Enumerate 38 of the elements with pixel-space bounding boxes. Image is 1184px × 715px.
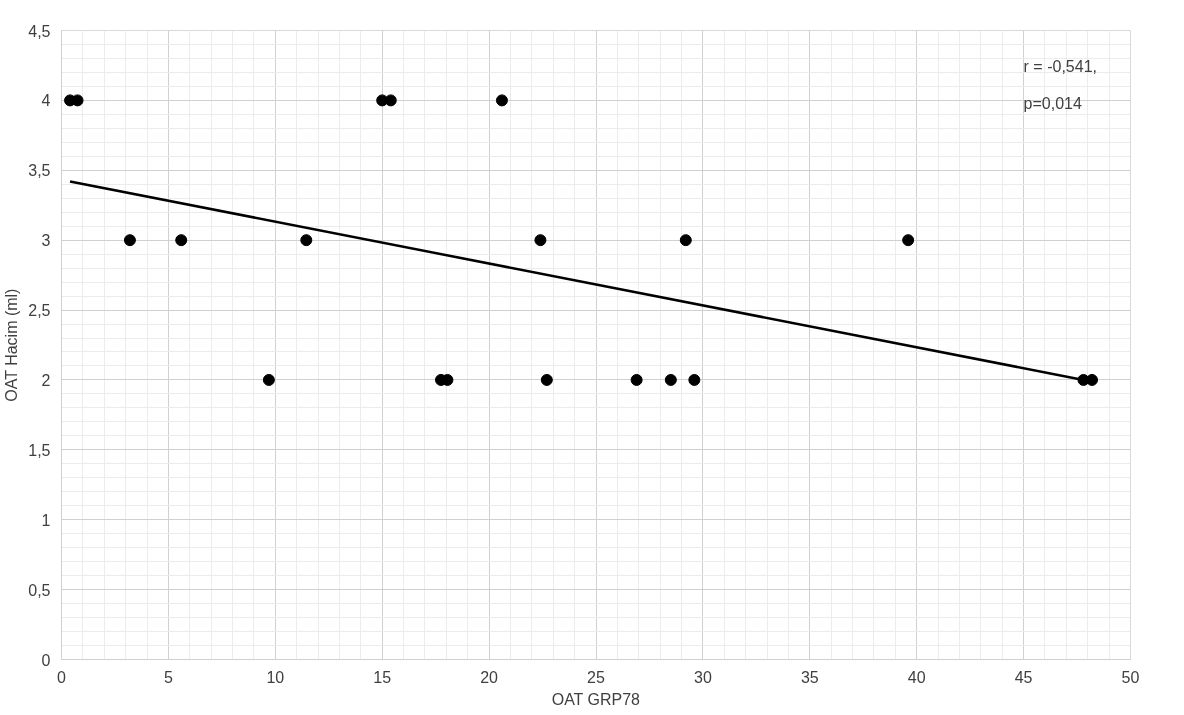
point <box>262 373 275 386</box>
y-tick-label: 2 <box>41 371 51 389</box>
x-tick-label: 10 <box>266 668 285 686</box>
y-tick-label: 4 <box>41 92 51 110</box>
x-tick-label: 0 <box>57 668 67 686</box>
point <box>1086 373 1099 386</box>
annotation: p=0,014 <box>1023 95 1082 113</box>
x-tick-label: 20 <box>480 668 499 686</box>
x-tick-label: 40 <box>907 668 926 686</box>
x-tick-label: 5 <box>163 668 173 686</box>
y-tick-label: 1,5 <box>28 441 51 459</box>
point <box>495 94 508 107</box>
y-tick-label: 0,5 <box>28 581 51 599</box>
y-tick-label: 1 <box>41 511 51 529</box>
point <box>300 234 313 247</box>
y-tick-label: 3,5 <box>28 162 51 180</box>
point <box>679 234 692 247</box>
x-tick-label: 50 <box>1121 668 1140 686</box>
x-axis-title: OAT GRP78 <box>551 690 641 708</box>
y-tick-label: 2,5 <box>28 302 51 320</box>
point <box>688 373 701 386</box>
y-tick-label: 0 <box>41 651 51 669</box>
y-axis-title: OAT Hacim (ml) <box>3 288 21 402</box>
x-tick-label: 30 <box>694 668 712 686</box>
point <box>123 234 136 247</box>
point <box>630 373 643 386</box>
x-tick-label: 15 <box>373 668 392 686</box>
point <box>534 234 547 247</box>
x-tick-label: 25 <box>587 668 605 686</box>
x-tick-label: 45 <box>1014 668 1033 686</box>
y-tick-label: 3 <box>41 232 51 250</box>
point <box>902 234 915 247</box>
point <box>540 373 553 386</box>
point <box>175 234 188 247</box>
x-tick-label: 35 <box>800 668 819 686</box>
y-tick-label: 4,5 <box>28 22 51 40</box>
point <box>664 373 677 386</box>
annotation: r = -0,541, <box>1023 57 1097 75</box>
